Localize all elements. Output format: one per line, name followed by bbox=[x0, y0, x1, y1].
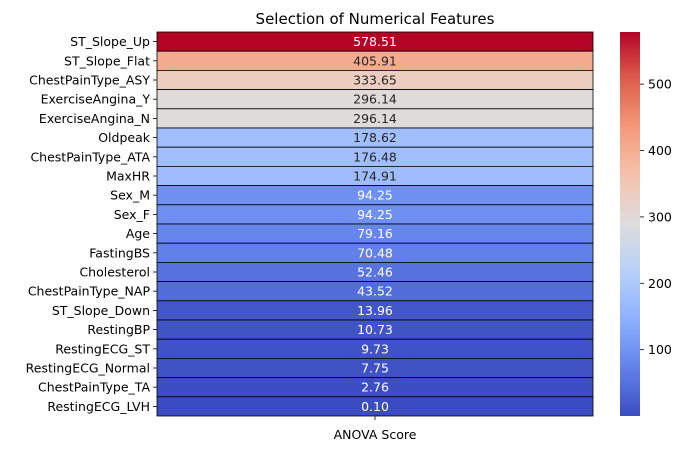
y-tick-label: RestingBP bbox=[87, 322, 150, 337]
y-tick-label: MaxHR bbox=[106, 169, 150, 184]
cell-value-label: 94.25 bbox=[357, 188, 393, 203]
cell-value-label: 9.73 bbox=[361, 341, 389, 356]
y-tick-label: RestingECG_LVH bbox=[47, 399, 150, 414]
cell-value-label: 2.76 bbox=[361, 380, 389, 395]
cell-value-label: 94.25 bbox=[357, 207, 393, 222]
y-tick-label: RestingECG_ST bbox=[55, 341, 150, 356]
x-axis-column-label: ANOVA Score bbox=[334, 427, 417, 442]
y-tick-label: Cholesterol bbox=[79, 265, 150, 280]
colorbar-tick-label: 300 bbox=[648, 209, 672, 224]
cell-value-label: 52.46 bbox=[357, 265, 393, 280]
cell-value-label: 178.62 bbox=[353, 130, 397, 145]
colorbar-ticks: 100 200 300 400 500 bbox=[640, 77, 672, 357]
cell-value-label: 79.16 bbox=[357, 226, 393, 241]
cell-value-label: 296.14 bbox=[353, 111, 397, 126]
cell-value-label: 176.48 bbox=[353, 149, 397, 164]
colorbar-tick-label: 500 bbox=[648, 77, 672, 92]
y-tick-label: ExerciseAngina_N bbox=[39, 111, 150, 126]
y-tick-label: ST_Slope_Up bbox=[70, 34, 150, 49]
cell-value-label: 10.73 bbox=[357, 322, 393, 337]
cell-value-label: 578.51 bbox=[353, 34, 397, 49]
cell-value-label: 296.14 bbox=[353, 92, 397, 107]
y-tick-label: Sex_F bbox=[114, 207, 150, 222]
colorbar-gradient bbox=[620, 32, 640, 416]
cell-value-label: 7.75 bbox=[361, 361, 389, 376]
cell-value-label: 174.91 bbox=[353, 169, 397, 184]
colorbar-tick-label: 200 bbox=[648, 276, 672, 291]
heatmap-cells: 578.51 405.91 333.65 296.14 296.14 178.62 176.… bbox=[156, 31, 594, 420]
y-axis-labels: ST_Slope_Up ST_Slope_Flat ChestPainType_AS… bbox=[26, 34, 157, 414]
y-tick-label: ST_Slope_Flat bbox=[64, 53, 150, 68]
y-tick-label: ChestPainType_ATA bbox=[30, 149, 150, 164]
y-tick-label: FastingBS bbox=[89, 245, 150, 260]
chart-title: Selection of Numerical Features bbox=[256, 10, 495, 28]
y-tick-label: ST_Slope_Down bbox=[52, 303, 150, 318]
cell-value-label: 43.52 bbox=[357, 284, 393, 299]
cell-value-label: 405.91 bbox=[353, 53, 397, 68]
y-tick-label: ChestPainType_NAP bbox=[28, 284, 151, 299]
colorbar-tick-label: 400 bbox=[648, 143, 672, 158]
y-tick-label: Sex_M bbox=[110, 188, 150, 203]
y-tick-label: Oldpeak bbox=[98, 130, 151, 145]
cell-value-label: 70.48 bbox=[357, 245, 393, 260]
colorbar-tick-label: 100 bbox=[648, 342, 672, 357]
y-tick-label: ChestPainType_ASY bbox=[29, 73, 150, 88]
y-tick-label: ExerciseAngina_Y bbox=[41, 92, 151, 107]
y-tick-label: Age bbox=[126, 226, 150, 241]
y-tick-label: RestingECG_Normal bbox=[26, 361, 150, 376]
colorbar: 100 200 300 400 500 bbox=[620, 32, 672, 416]
y-tick-label: ChestPainType_TA bbox=[38, 380, 150, 395]
cell-value-label: 0.10 bbox=[361, 399, 389, 414]
cell-value-label: 13.96 bbox=[357, 303, 393, 318]
cell-value-label: 333.65 bbox=[353, 73, 397, 88]
